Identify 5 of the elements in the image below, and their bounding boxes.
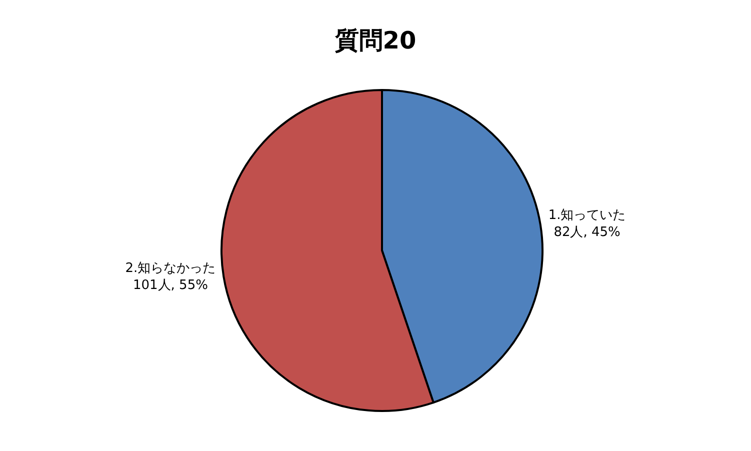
slice-label: 1.知っていた	[548, 208, 626, 224]
data-label: 101人, 55%	[132, 278, 208, 293]
chart-title: 質問20	[334, 26, 416, 54]
data-label: 82人, 45%	[554, 224, 620, 240]
slice-label: 2.知らなかった	[125, 261, 216, 276]
